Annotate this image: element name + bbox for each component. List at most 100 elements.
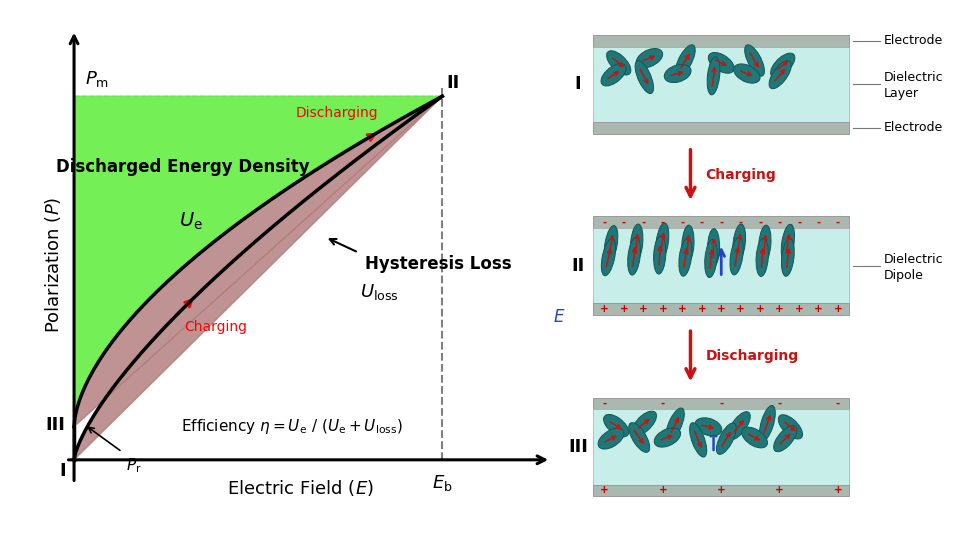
Text: +: + — [735, 304, 744, 314]
Text: Electrode: Electrode — [882, 34, 942, 47]
Text: -: - — [621, 217, 625, 227]
Ellipse shape — [603, 226, 617, 263]
Text: Discharging: Discharging — [705, 349, 798, 364]
Bar — [593, 409, 849, 485]
Text: I: I — [59, 462, 66, 480]
Text: $P_\mathrm{r}$: $P_\mathrm{r}$ — [126, 456, 142, 475]
Text: -: - — [660, 399, 664, 409]
Ellipse shape — [780, 238, 793, 276]
Text: $P$: $P$ — [722, 430, 733, 444]
Ellipse shape — [741, 427, 767, 448]
Ellipse shape — [732, 224, 745, 262]
Text: Electric Field $(E)$: Electric Field $(E)$ — [226, 478, 373, 498]
Text: +: + — [696, 304, 705, 314]
Ellipse shape — [704, 239, 717, 278]
Text: III: III — [46, 416, 66, 433]
Text: -: - — [796, 217, 800, 227]
Ellipse shape — [778, 415, 802, 439]
Ellipse shape — [655, 223, 668, 261]
Text: $U_\mathrm{loss}$: $U_\mathrm{loss}$ — [360, 282, 399, 302]
Ellipse shape — [600, 63, 626, 86]
Ellipse shape — [728, 412, 749, 439]
Text: Charging: Charging — [185, 321, 247, 334]
Ellipse shape — [598, 428, 623, 449]
Text: Discharging: Discharging — [295, 106, 378, 120]
Text: +: + — [716, 485, 725, 495]
Ellipse shape — [689, 423, 706, 457]
Text: -: - — [737, 217, 742, 227]
Text: $P$: $P$ — [730, 252, 740, 267]
Text: +: + — [619, 304, 628, 314]
Text: -: - — [660, 217, 664, 227]
Bar — [593, 228, 849, 303]
Text: +: + — [833, 485, 842, 495]
Text: Dielectric: Dielectric — [882, 72, 942, 84]
Ellipse shape — [770, 53, 794, 78]
Bar — [593, 485, 849, 496]
Ellipse shape — [694, 418, 721, 436]
Bar — [593, 398, 849, 409]
Text: -: - — [699, 217, 703, 227]
Text: -: - — [601, 217, 606, 227]
Text: -: - — [719, 217, 723, 227]
Text: +: + — [775, 485, 783, 495]
Ellipse shape — [780, 224, 794, 262]
Ellipse shape — [600, 239, 615, 276]
Ellipse shape — [635, 60, 653, 94]
Ellipse shape — [636, 48, 662, 68]
Ellipse shape — [653, 236, 665, 274]
Text: +: + — [794, 304, 803, 314]
Ellipse shape — [744, 45, 764, 76]
Text: $U_\mathrm{e}$: $U_\mathrm{e}$ — [179, 211, 203, 232]
Text: Polarization $(P)$: Polarization $(P)$ — [43, 196, 63, 333]
Text: -: - — [601, 399, 606, 409]
Ellipse shape — [627, 237, 640, 275]
Text: +: + — [814, 304, 822, 314]
Text: +: + — [639, 304, 647, 314]
Ellipse shape — [759, 405, 775, 441]
Text: II: II — [446, 74, 460, 92]
Ellipse shape — [733, 64, 759, 83]
Text: III: III — [567, 438, 588, 456]
Ellipse shape — [773, 426, 796, 452]
Ellipse shape — [630, 224, 643, 262]
Bar — [593, 35, 849, 47]
Ellipse shape — [707, 229, 719, 267]
Ellipse shape — [632, 411, 656, 436]
Bar — [593, 122, 849, 134]
Text: $E$: $E$ — [553, 308, 565, 326]
Text: Electrode: Electrode — [882, 121, 942, 134]
Text: Dipole: Dipole — [882, 269, 922, 282]
Text: Charging: Charging — [705, 168, 776, 182]
Bar — [593, 47, 849, 122]
Text: +: + — [658, 304, 666, 314]
Text: -: - — [777, 217, 781, 227]
Ellipse shape — [653, 428, 680, 447]
Ellipse shape — [678, 238, 691, 276]
Text: +: + — [600, 485, 608, 495]
Text: -: - — [777, 399, 781, 409]
Ellipse shape — [769, 60, 790, 89]
Polygon shape — [74, 96, 442, 460]
Text: +: + — [716, 304, 725, 314]
Ellipse shape — [664, 64, 690, 82]
Text: $E_\mathrm{b}$: $E_\mathrm{b}$ — [431, 473, 452, 493]
Ellipse shape — [708, 52, 734, 73]
Bar — [593, 216, 849, 228]
Text: +: + — [833, 304, 842, 314]
Text: -: - — [680, 217, 684, 227]
Ellipse shape — [755, 238, 768, 277]
Text: Dielectric: Dielectric — [882, 252, 942, 266]
Ellipse shape — [681, 225, 693, 263]
Text: -: - — [719, 399, 723, 409]
Polygon shape — [74, 96, 442, 427]
Text: -: - — [835, 399, 839, 409]
Text: -: - — [757, 217, 762, 227]
Ellipse shape — [706, 57, 719, 95]
Ellipse shape — [665, 408, 684, 441]
Text: -: - — [816, 217, 820, 227]
Text: Hysteresis Loss: Hysteresis Loss — [365, 255, 511, 273]
Ellipse shape — [675, 45, 694, 76]
Text: -: - — [835, 217, 839, 227]
Text: II: II — [571, 257, 584, 274]
